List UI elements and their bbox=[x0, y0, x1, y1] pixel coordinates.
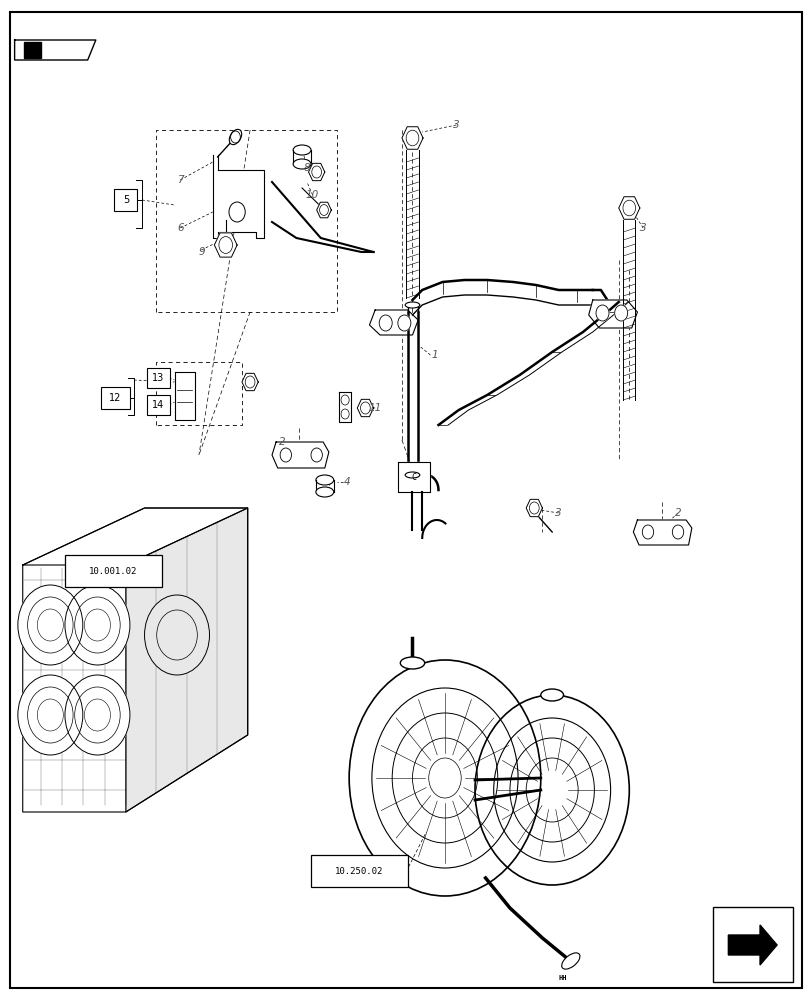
FancyBboxPatch shape bbox=[65, 555, 161, 587]
Circle shape bbox=[144, 595, 209, 675]
Text: 3: 3 bbox=[555, 508, 561, 518]
Circle shape bbox=[614, 305, 627, 321]
Text: 2: 2 bbox=[279, 437, 285, 447]
Text: 6: 6 bbox=[177, 223, 183, 233]
Text: 7: 7 bbox=[177, 175, 183, 185]
Polygon shape bbox=[369, 310, 418, 335]
FancyBboxPatch shape bbox=[311, 855, 407, 887]
Polygon shape bbox=[526, 499, 542, 517]
Text: 10.250.02: 10.250.02 bbox=[335, 866, 383, 876]
Polygon shape bbox=[401, 127, 423, 149]
Circle shape bbox=[18, 675, 83, 755]
Circle shape bbox=[642, 525, 653, 539]
Circle shape bbox=[341, 409, 349, 419]
Text: 1: 1 bbox=[431, 350, 437, 360]
Circle shape bbox=[341, 395, 349, 405]
Polygon shape bbox=[212, 155, 264, 238]
Polygon shape bbox=[357, 399, 373, 417]
Polygon shape bbox=[214, 233, 237, 257]
Polygon shape bbox=[727, 925, 776, 965]
Polygon shape bbox=[588, 300, 637, 328]
Circle shape bbox=[280, 448, 291, 462]
Text: 3: 3 bbox=[453, 120, 459, 130]
Polygon shape bbox=[126, 508, 247, 812]
Ellipse shape bbox=[293, 159, 311, 169]
Text: 14: 14 bbox=[152, 400, 165, 410]
Polygon shape bbox=[242, 373, 258, 391]
Bar bbox=[147, 368, 169, 388]
Circle shape bbox=[229, 202, 245, 222]
Circle shape bbox=[595, 305, 608, 321]
Circle shape bbox=[379, 315, 392, 331]
Text: HH: HH bbox=[558, 975, 566, 981]
Polygon shape bbox=[15, 40, 96, 60]
Text: C: C bbox=[411, 473, 416, 482]
Circle shape bbox=[397, 315, 410, 331]
Bar bbox=[101, 387, 129, 409]
Ellipse shape bbox=[293, 145, 311, 155]
Text: 4: 4 bbox=[344, 477, 350, 487]
Text: 12: 12 bbox=[109, 393, 122, 403]
Bar bbox=[147, 395, 169, 415]
Polygon shape bbox=[316, 202, 331, 218]
Text: 2: 2 bbox=[674, 508, 680, 518]
Ellipse shape bbox=[561, 953, 579, 969]
Circle shape bbox=[65, 675, 130, 755]
Text: 9: 9 bbox=[198, 247, 204, 257]
Ellipse shape bbox=[229, 129, 242, 145]
Text: 11: 11 bbox=[368, 403, 381, 413]
Text: 13: 13 bbox=[152, 373, 165, 383]
Circle shape bbox=[672, 525, 683, 539]
Text: 5: 5 bbox=[122, 195, 129, 205]
Polygon shape bbox=[308, 163, 324, 181]
Ellipse shape bbox=[315, 475, 333, 485]
Circle shape bbox=[311, 448, 322, 462]
Ellipse shape bbox=[405, 472, 419, 478]
Text: 10: 10 bbox=[306, 190, 319, 200]
Polygon shape bbox=[23, 508, 247, 812]
Polygon shape bbox=[24, 42, 41, 58]
Ellipse shape bbox=[540, 689, 563, 701]
Circle shape bbox=[18, 585, 83, 665]
Text: 10.001.02: 10.001.02 bbox=[89, 566, 137, 576]
Circle shape bbox=[474, 695, 629, 885]
Circle shape bbox=[65, 585, 130, 665]
Text: 3: 3 bbox=[639, 223, 646, 233]
Ellipse shape bbox=[400, 657, 424, 669]
Polygon shape bbox=[397, 462, 430, 492]
Ellipse shape bbox=[405, 302, 419, 308]
Ellipse shape bbox=[315, 487, 333, 497]
Polygon shape bbox=[618, 197, 639, 219]
Polygon shape bbox=[272, 442, 328, 468]
Bar bbox=[712, 907, 792, 982]
Bar bbox=[114, 189, 137, 211]
Polygon shape bbox=[633, 520, 691, 545]
Circle shape bbox=[349, 660, 540, 896]
Text: 8: 8 bbox=[303, 163, 310, 173]
Polygon shape bbox=[339, 392, 350, 422]
Polygon shape bbox=[174, 372, 195, 420]
